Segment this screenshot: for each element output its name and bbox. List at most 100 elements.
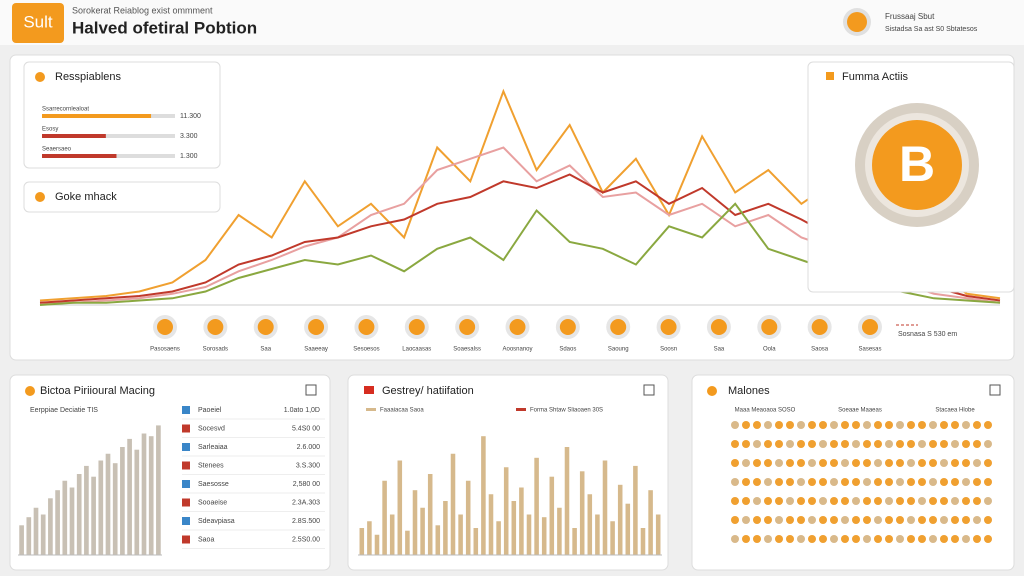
- bar: [19, 525, 24, 555]
- icon: [973, 516, 981, 524]
- icon: [819, 535, 827, 543]
- coin-label: Saaeeay: [304, 347, 328, 353]
- icon: [940, 421, 948, 429]
- legend-swatch: [366, 408, 376, 411]
- icon: [984, 440, 992, 448]
- icon: [764, 497, 772, 505]
- icon: [753, 516, 761, 524]
- bar: [427, 474, 433, 555]
- icon: [852, 478, 860, 486]
- icon: [308, 319, 325, 335]
- icon: [918, 535, 926, 543]
- bar: [648, 490, 653, 555]
- icon: [830, 535, 838, 543]
- icon: [885, 440, 893, 448]
- bar: [405, 530, 410, 555]
- icon: [907, 459, 915, 467]
- coin-label: Saa: [714, 347, 725, 353]
- icon: [786, 478, 794, 486]
- bar: [633, 465, 638, 555]
- icon: [207, 319, 224, 335]
- icon: [775, 516, 783, 524]
- bar: [473, 528, 479, 555]
- panel-subtitle: Eerppiae Deciatie TIS: [30, 407, 98, 414]
- icon: [731, 440, 739, 448]
- market-card: [23, 181, 221, 213]
- icon: [962, 535, 970, 543]
- coin-label: Soosn: [660, 347, 677, 353]
- coin-label: Aoosnanoy: [502, 347, 532, 353]
- icon: [907, 478, 915, 486]
- panel-title: Bictoa Piriioural Macing: [40, 385, 155, 397]
- icon: [929, 478, 937, 486]
- coin-label: Sdaos: [559, 347, 576, 353]
- icon: [896, 459, 904, 467]
- icon: [973, 421, 981, 429]
- icon: [940, 459, 948, 467]
- icon: [753, 421, 761, 429]
- icon: [874, 516, 882, 524]
- icon: [764, 459, 772, 467]
- icon: [962, 421, 970, 429]
- icon: [830, 478, 838, 486]
- bar: [503, 467, 509, 555]
- icon: [797, 535, 805, 543]
- icon: [885, 535, 893, 543]
- icon: [764, 516, 772, 524]
- bar: [141, 433, 147, 555]
- icon: [35, 192, 45, 202]
- bar: [579, 471, 585, 555]
- icon: [797, 478, 805, 486]
- icon: [775, 478, 783, 486]
- icon: [305, 384, 317, 396]
- icon: [830, 459, 838, 467]
- bar: [541, 517, 547, 555]
- icon: [896, 497, 904, 505]
- column-label: Stacaea Hlobe: [935, 408, 975, 414]
- icon: [826, 72, 834, 80]
- icon: [984, 497, 992, 505]
- icon: [819, 459, 827, 467]
- legend-swatch: [516, 408, 526, 411]
- icon: [847, 12, 867, 32]
- icon: [984, 478, 992, 486]
- item-label: Ssarrecornlealoat: [42, 107, 89, 113]
- level-bar: [42, 114, 152, 118]
- icon: [841, 440, 849, 448]
- row-icon: [182, 517, 190, 525]
- icon: [984, 421, 992, 429]
- icon: [874, 497, 882, 505]
- icon: [940, 497, 948, 505]
- column-label: Soeaae Maaeas: [838, 408, 882, 414]
- track: [42, 134, 175, 138]
- row-value: 1.0ato 1,0D: [284, 407, 320, 414]
- bar: [435, 525, 441, 555]
- icon: [863, 516, 871, 524]
- bar: [120, 447, 125, 555]
- icon: [962, 478, 970, 486]
- bar: [655, 514, 661, 555]
- icon: [764, 535, 772, 543]
- bar: [481, 436, 486, 555]
- icon: [731, 421, 739, 429]
- icon: [742, 478, 750, 486]
- subtitle: Sorokerat Reiablog exist ommment: [72, 5, 213, 15]
- panel-title: Gestrey/ hatiifation: [382, 385, 474, 397]
- row-name: Stenees: [198, 462, 224, 469]
- icon: [786, 421, 794, 429]
- icon: [786, 516, 794, 524]
- coin-label: Sesoesos: [353, 347, 379, 353]
- bar: [382, 480, 387, 555]
- coin-label: Oola: [763, 347, 776, 353]
- bar: [534, 457, 539, 555]
- icon: [742, 421, 750, 429]
- bar: [397, 460, 403, 555]
- icon: [962, 516, 970, 524]
- legend-label: Faaaiacaa Saoa: [380, 408, 424, 414]
- icon: [874, 478, 882, 486]
- icon: [764, 421, 772, 429]
- bar: [549, 476, 555, 555]
- bar: [420, 507, 425, 555]
- icon: [951, 478, 959, 486]
- icon: [25, 386, 35, 396]
